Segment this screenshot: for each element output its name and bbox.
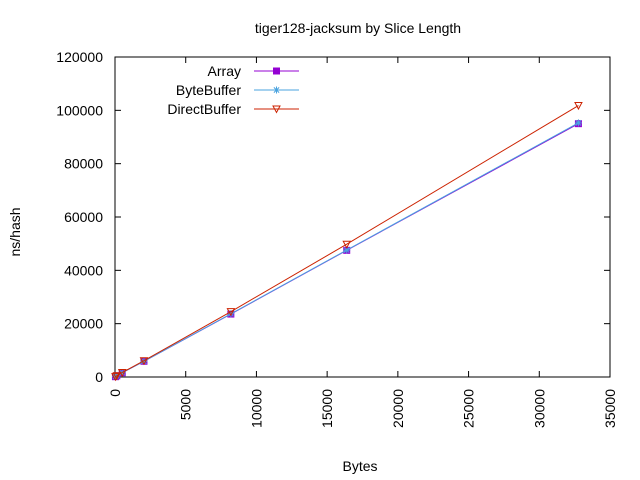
y-axis-label: ns/hash bbox=[7, 207, 23, 256]
series-line bbox=[115, 105, 579, 378]
data-point bbox=[272, 105, 281, 114]
x-tick-label: 10000 bbox=[248, 389, 264, 428]
x-axis: 0 5000 10000 15000 20000 25000 30000 35000 bbox=[107, 57, 618, 428]
x-tick-label: 35000 bbox=[602, 389, 618, 428]
data-point bbox=[111, 373, 120, 382]
y-tick-label: 80000 bbox=[64, 156, 103, 172]
y-tick-label: 0 bbox=[95, 369, 103, 385]
data-point bbox=[226, 308, 236, 317]
y-tick-label: 40000 bbox=[64, 262, 103, 278]
legend-label: Array bbox=[208, 63, 241, 79]
data-point bbox=[112, 372, 122, 381]
data-point bbox=[227, 310, 235, 318]
x-axis-label: Bytes bbox=[342, 458, 377, 474]
y-tick-label: 100000 bbox=[56, 102, 103, 118]
legend-label: DirectBuffer bbox=[167, 101, 241, 117]
legend-label: ByteBuffer bbox=[176, 82, 241, 98]
series-layer bbox=[111, 102, 583, 382]
data-point bbox=[139, 357, 149, 366]
chart-title: tiger128-jacksum by Slice Length bbox=[255, 20, 461, 36]
x-tick-label: 15000 bbox=[319, 389, 335, 428]
y-axis: 0 20000 40000 60000 80000 100000 120000 bbox=[56, 49, 610, 385]
data-point bbox=[342, 240, 352, 249]
data-point bbox=[273, 67, 280, 75]
x-tick-label: 25000 bbox=[461, 389, 477, 428]
data-point bbox=[574, 119, 582, 127]
y-tick-label: 20000 bbox=[64, 316, 103, 332]
y-tick-label: 60000 bbox=[64, 209, 103, 225]
x-tick-label: 5000 bbox=[178, 389, 194, 420]
y-tick-label: 120000 bbox=[56, 49, 103, 65]
x-tick-label: 0 bbox=[107, 389, 123, 397]
data-point bbox=[117, 368, 127, 378]
data-point bbox=[273, 86, 280, 94]
data-point bbox=[574, 102, 583, 111]
legend: Array ByteBuffer DirectBuffer bbox=[167, 63, 299, 117]
x-tick-label: 30000 bbox=[531, 389, 547, 428]
data-point bbox=[343, 246, 351, 254]
x-tick-label: 20000 bbox=[390, 389, 406, 428]
